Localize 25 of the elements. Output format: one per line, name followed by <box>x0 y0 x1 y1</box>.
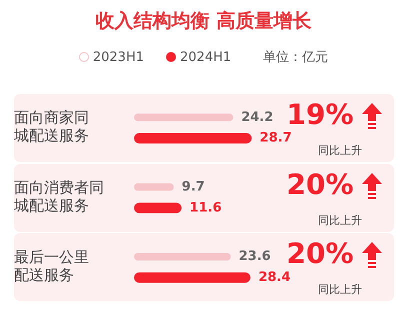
legend-label: 2023H1 <box>92 50 144 64</box>
data-label: 23.6 <box>238 249 271 264</box>
text: 单位：亿元 <box>263 49 328 66</box>
chart-title: 收入结构均衡 高质量增长 <box>94 9 312 34</box>
bar <box>134 133 252 144</box>
text: 19% <box>285 98 355 131</box>
text: 同比上升 <box>317 212 363 228</box>
bar <box>134 183 174 191</box>
bar <box>134 114 234 122</box>
data-label: 24.2 <box>241 110 274 125</box>
data-label: 28.7 <box>260 130 292 146</box>
text: 同比上升 <box>318 144 362 157</box>
bar <box>134 252 231 260</box>
text: 20% <box>285 168 355 200</box>
y-tick-label: 最后一公里配送服务 <box>14 248 89 284</box>
y-tick-label: 面向消费者同城配送服务 <box>13 178 104 214</box>
data-label: 11.6 <box>190 200 222 216</box>
legend-label: 2024H1 <box>179 50 232 64</box>
text: 20% <box>285 237 355 270</box>
data-label: 28.4 <box>258 270 291 285</box>
bar <box>134 202 182 214</box>
text: 同比上升 <box>318 283 362 296</box>
bar <box>134 272 250 283</box>
y-tick-label: 面向商家同城配送服务 <box>13 108 89 145</box>
data-label: 9.7 <box>182 179 205 194</box>
